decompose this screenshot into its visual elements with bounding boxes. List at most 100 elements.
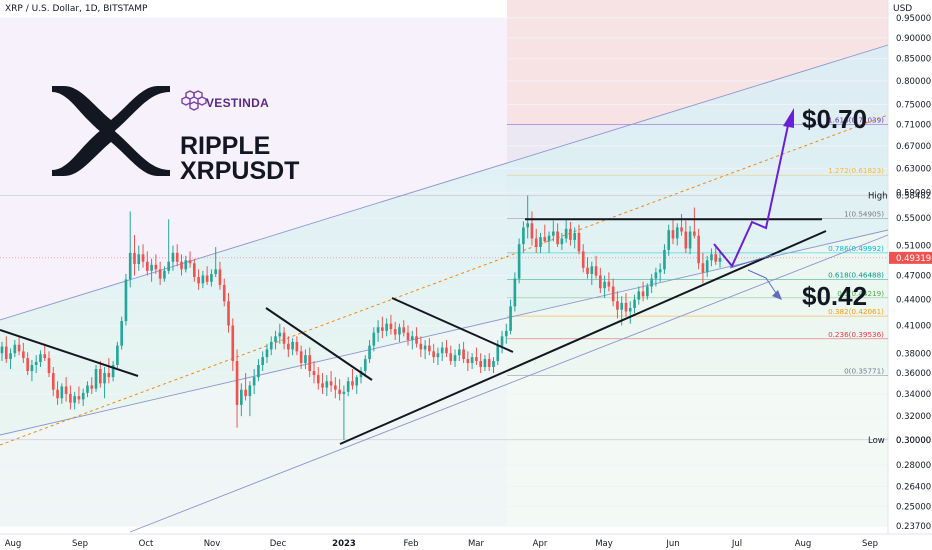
price-axis <box>888 0 932 550</box>
high-value: 0.58482 <box>896 192 931 202</box>
candle-body-67 <box>287 343 290 350</box>
candle-body-17 <box>73 396 76 403</box>
candle-body-23 <box>98 368 102 384</box>
candle-body-2 <box>9 353 12 360</box>
fib-label-8: 1.618(0.71039) <box>828 115 884 124</box>
candle-body-52 <box>222 284 226 302</box>
candle-body-54 <box>231 325 235 362</box>
candle-body-38 <box>163 270 166 279</box>
channel-lower <box>129 234 889 533</box>
candle-body-149 <box>637 291 641 300</box>
low-value: 0.30000 <box>896 436 931 446</box>
candle-body-140 <box>599 275 602 289</box>
candle-body-106 <box>453 355 457 362</box>
x-tick-label-4: Dec <box>270 539 287 549</box>
channel-upper <box>0 44 889 321</box>
currency-label: USD <box>893 4 913 14</box>
candle-body-53 <box>227 301 230 326</box>
candle-body-152 <box>650 278 653 287</box>
candle-body-132 <box>564 228 568 239</box>
fib-label-5: 0.786(0.49992) <box>828 244 884 253</box>
y-tick-label-4: 0.75000 <box>896 100 931 110</box>
fib-label-0: 0(0.35771) <box>844 366 884 375</box>
candle-body-27 <box>116 345 119 366</box>
candle-body-135 <box>577 232 581 252</box>
y-tick-label-9: 0.55000 <box>896 214 931 224</box>
trendline-feb <box>391 297 514 353</box>
candle-body-22 <box>94 368 98 389</box>
candle-body-94 <box>402 327 406 333</box>
candle-body-115 <box>492 361 495 367</box>
candle-body-26 <box>111 365 115 378</box>
candle-body-110 <box>470 357 474 364</box>
candle-body-87 <box>372 332 376 346</box>
x-tick-label-11: Jul <box>731 539 742 549</box>
fib-label-6: 1(0.54905) <box>844 210 884 219</box>
candle-body-162 <box>693 231 696 236</box>
candle-body-156 <box>667 230 671 250</box>
candle-body-134 <box>573 232 577 240</box>
candle-body-136 <box>581 251 585 268</box>
candle-body-137 <box>586 267 589 274</box>
candle-body-168 <box>718 258 722 262</box>
candle-body-108 <box>462 349 465 360</box>
low-label: Low <box>868 436 885 446</box>
candle-body-58 <box>248 385 252 397</box>
candle-body-95 <box>406 332 410 341</box>
candle-body-120 <box>513 278 517 307</box>
y-tick-label-2: 0.85000 <box>896 55 931 65</box>
y-tick-label-6: 0.67000 <box>896 142 931 152</box>
x-tick-label-9: May <box>595 539 613 549</box>
ticker-heading: XRPUSDT <box>180 157 300 185</box>
x-tick-label-13: Sep <box>862 539 878 549</box>
candle-body-145 <box>620 302 624 310</box>
candle-body-150 <box>641 291 645 297</box>
y-tick-label-12: 0.44000 <box>896 296 931 306</box>
candle-body-157 <box>671 230 675 239</box>
candle-body-10 <box>43 354 47 359</box>
candle-body-37 <box>158 269 162 279</box>
candle-body-143 <box>611 286 615 302</box>
y-tick-label-8: 0.59000 <box>896 188 931 198</box>
candle-body-116 <box>496 345 500 362</box>
candle-body-89 <box>381 327 384 331</box>
candle-body-96 <box>410 336 414 341</box>
candle-body-64 <box>274 336 277 342</box>
candle-body-81 <box>346 381 350 392</box>
candle-body-7 <box>30 365 34 372</box>
y-tick-label-16: 0.34000 <box>896 390 931 400</box>
candle-body-131 <box>560 238 564 245</box>
candle-body-80 <box>342 391 346 394</box>
candle-body-70 <box>299 351 303 364</box>
x-tick-label-12: Aug <box>795 539 812 549</box>
fib-label-4: 0.618(0.46488) <box>828 270 884 279</box>
candle-body-36 <box>154 264 158 270</box>
candle-body-161 <box>688 231 692 249</box>
downside-arrowhead <box>772 290 782 300</box>
candle-body-112 <box>479 361 482 367</box>
y-tick-label-20: 0.26400 <box>896 483 931 493</box>
candle-body-102 <box>436 353 440 358</box>
candle-body-86 <box>368 345 371 360</box>
candle-body-1 <box>4 346 8 360</box>
x-tick-label-5: 2023 <box>332 539 356 549</box>
candle-body-56 <box>240 389 243 405</box>
y-tick-label-18: 0.30000 <box>896 436 931 446</box>
candle-body-43 <box>184 260 188 270</box>
candle-body-105 <box>449 353 453 362</box>
y-tick-label-15: 0.36000 <box>896 369 931 379</box>
candle-body-109 <box>466 359 470 364</box>
last-price-tag <box>889 251 932 264</box>
lower-fill <box>0 230 888 526</box>
candle-body-118 <box>504 330 508 337</box>
candle-body-93 <box>398 327 401 335</box>
candle-body-3 <box>13 344 17 354</box>
candle-body-163 <box>697 235 700 264</box>
candle-body-69 <box>295 341 299 352</box>
candle-body-19 <box>81 392 85 400</box>
trendline-aug <box>0 329 139 377</box>
candle-body-76 <box>325 381 329 388</box>
candle-body-111 <box>475 357 478 362</box>
